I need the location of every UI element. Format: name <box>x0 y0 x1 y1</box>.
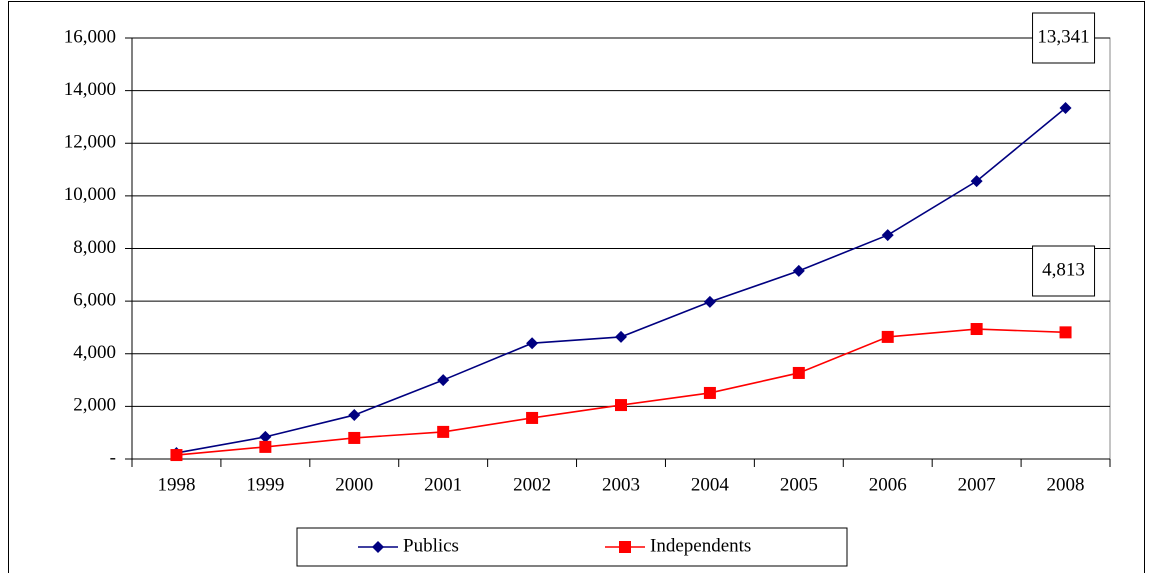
marker <box>259 430 272 443</box>
marker <box>526 411 539 424</box>
marker <box>881 330 894 343</box>
marker <box>1059 326 1072 339</box>
chart-frame <box>8 1 1145 573</box>
x-tick-label: 2005 <box>780 474 818 495</box>
y-tick-label: 12,000 <box>64 132 116 153</box>
marker <box>703 386 716 399</box>
marker <box>792 366 805 379</box>
marker <box>792 264 805 277</box>
legend-label: Publics <box>403 535 459 556</box>
marker <box>970 175 983 188</box>
data-label-box <box>1032 12 1096 64</box>
marker <box>259 440 272 453</box>
y-tick-label: 2,000 <box>73 395 116 416</box>
marker <box>170 449 183 462</box>
marker <box>881 229 894 242</box>
series-line <box>176 328 1066 456</box>
y-tick-label: - <box>110 447 116 468</box>
y-tick-label: 6,000 <box>73 289 116 310</box>
x-tick-label: 2008 <box>1047 474 1085 495</box>
x-tick-label: 1998 <box>157 474 195 495</box>
marker <box>348 409 361 422</box>
y-tick-label: 4,000 <box>73 342 116 363</box>
marker <box>615 330 627 343</box>
marker <box>437 374 450 387</box>
x-tick-label: 2007 <box>958 474 996 495</box>
data-label: 4,813 <box>1042 259 1085 280</box>
marker <box>437 425 450 438</box>
data-label: 13,341 <box>1037 26 1089 47</box>
data-label-box <box>1032 245 1096 297</box>
marker <box>348 431 361 444</box>
x-tick-label: 2006 <box>869 474 907 495</box>
y-tick-label: 14,000 <box>64 79 116 100</box>
x-tick-label: 2000 <box>335 474 373 495</box>
legend-marker <box>372 541 384 553</box>
y-tick-label: 8,000 <box>73 237 116 258</box>
x-tick-label: 1999 <box>246 474 284 495</box>
marker <box>526 337 539 350</box>
x-tick-label: 2003 <box>602 474 640 495</box>
x-tick-label: 2004 <box>691 474 730 495</box>
marker <box>970 323 983 336</box>
y-tick-label: 10,000 <box>64 184 116 205</box>
x-tick-label: 2002 <box>513 474 551 495</box>
y-tick-label: 16,000 <box>64 26 116 47</box>
marker <box>1059 101 1072 114</box>
marker <box>703 295 716 308</box>
marker <box>615 399 627 412</box>
x-tick-label: 2001 <box>424 474 462 495</box>
legend-marker <box>619 541 631 553</box>
legend-label: Independents <box>650 535 751 556</box>
